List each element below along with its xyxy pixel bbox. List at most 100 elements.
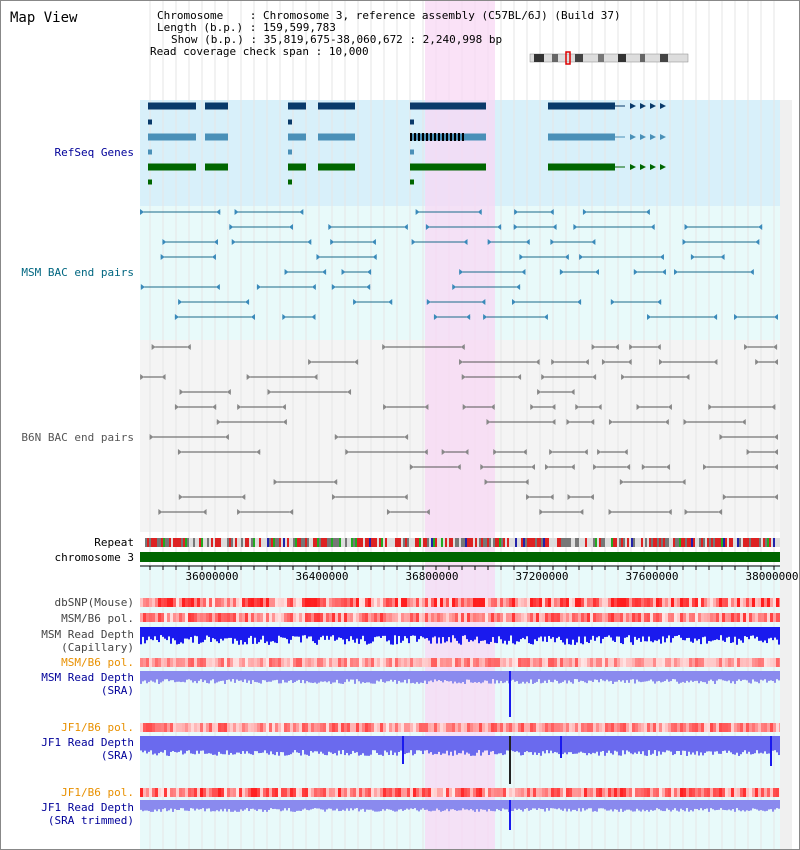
depth-bar (242, 800, 244, 811)
heatmap-cell (311, 658, 314, 667)
repeat-element (153, 538, 155, 547)
heatmap-cell (386, 658, 389, 667)
heatmap-cell (398, 598, 401, 607)
jf1-b6-pol-2-label[interactable]: JF1/B6 pol. (61, 786, 134, 799)
scrollbar[interactable] (780, 100, 792, 850)
depth-bar (408, 671, 410, 680)
depth-bar (556, 800, 558, 810)
heatmap-cell (497, 723, 500, 732)
read-depth-tracks[interactable] (140, 627, 780, 830)
depth-bar (546, 736, 548, 751)
depth-bar (660, 627, 662, 644)
depth-bar (572, 671, 574, 684)
bac-end-icon (484, 479, 489, 485)
heatmap-cell (323, 788, 326, 797)
depth-bar (752, 627, 754, 636)
bac-end-icon (544, 464, 549, 470)
heatmap-cell (695, 658, 698, 667)
jf1-read-depth-sra-label[interactable]: JF1 Read Depth (SRA) (41, 736, 134, 762)
depth-bar (156, 627, 158, 640)
bac-end-icon (614, 344, 619, 350)
refseq-label[interactable]: RefSeq Genes (54, 146, 134, 159)
heatmap-cell (179, 613, 182, 622)
depth-bar (528, 800, 530, 811)
bac-end-icon (353, 299, 358, 305)
depth-bar (292, 671, 294, 683)
heatmap-cell (296, 788, 299, 797)
msm-b6-pol-label[interactable]: MSM/B6 pol. (61, 612, 134, 625)
heatmap-cell (440, 788, 443, 797)
heatmap-cell (269, 598, 272, 607)
chromosome-bar[interactable] (140, 552, 780, 562)
selection-highlight[interactable] (425, 0, 495, 850)
heatmap-cell (401, 723, 404, 732)
msm-read-depth-capillary-label[interactable]: MSM Read Depth (Capillary) (41, 628, 134, 654)
depth-bar (296, 671, 298, 681)
heatmap-cell (287, 598, 290, 607)
depth-spike (509, 800, 511, 830)
heatmap-cell (473, 658, 476, 667)
gene-feature (205, 133, 228, 141)
jf1-b6-pol-label[interactable]: JF1/B6 pol. (61, 721, 134, 734)
heatmap-cell (683, 723, 686, 732)
depth-bar (600, 736, 602, 752)
depth-bar (728, 800, 730, 810)
depth-bar (242, 627, 244, 645)
msm-bac-track[interactable] (140, 209, 778, 320)
bac-end-icon (289, 509, 294, 515)
heatmap-cell (563, 658, 566, 667)
repeat-track[interactable] (145, 538, 780, 547)
bac-end-icon (423, 449, 428, 455)
chromosome-ideogram[interactable] (529, 51, 689, 65)
heatmap-cell (509, 723, 512, 732)
heatmap-cell (212, 723, 215, 732)
heatmap-cell (437, 658, 440, 667)
heatmap-tracks[interactable] (140, 598, 782, 797)
depth-bar (638, 627, 640, 639)
depth-bar (150, 671, 152, 681)
bac-end-icon (386, 509, 391, 515)
depth-bar (286, 736, 288, 756)
msm-read-depth-sra-label[interactable]: MSM Read Depth (SRA) (41, 671, 134, 697)
depth-bar (742, 736, 744, 753)
depth-bar (702, 627, 704, 638)
b6n-bac-track[interactable] (140, 344, 778, 515)
repeat-element (599, 538, 601, 547)
heatmap-cell (242, 658, 245, 667)
depth-bar (382, 736, 384, 756)
depth-bar (688, 627, 690, 638)
heatmap-cell (269, 613, 272, 622)
heatmap-cell (593, 598, 596, 607)
b6n-bac-label[interactable]: B6N BAC end pairs (21, 431, 134, 444)
heatmap-cell (602, 788, 605, 797)
heatmap-cell (188, 658, 191, 667)
heatmap-cell (326, 598, 329, 607)
depth-bar (760, 671, 762, 680)
heatmap-cell (722, 613, 725, 622)
gene-feature (148, 179, 152, 185)
dbsnp-label[interactable]: dbSNP(Mouse) (54, 596, 134, 609)
depth-bar (360, 800, 362, 810)
msm-bac-label[interactable]: MSM BAC end pairs (21, 266, 134, 279)
heatmap-cell (320, 598, 323, 607)
depth-bar (288, 671, 290, 681)
depth-bar (776, 736, 778, 753)
jf1-read-depth-trimmed-label[interactable]: JF1 Read Depth (SRA trimmed) (41, 801, 134, 827)
heatmap-cell (467, 658, 470, 667)
heatmap-cell (197, 788, 200, 797)
depth-bar (468, 671, 470, 680)
heatmap-cell (275, 788, 278, 797)
depth-bar (690, 736, 692, 755)
depth-bar (414, 736, 416, 754)
depth-bar (476, 627, 478, 637)
bac-end-icon (684, 224, 689, 230)
depth-bar (362, 671, 364, 683)
depth-bar (548, 627, 550, 637)
depth-bar (334, 736, 336, 754)
repeat-element (245, 538, 247, 547)
heatmap-cell (554, 598, 557, 607)
refseq-genes-track[interactable] (148, 102, 666, 185)
depth-bar (542, 627, 544, 642)
msm-b6-pol-sra-label[interactable]: MSM/B6 pol. (61, 656, 134, 669)
